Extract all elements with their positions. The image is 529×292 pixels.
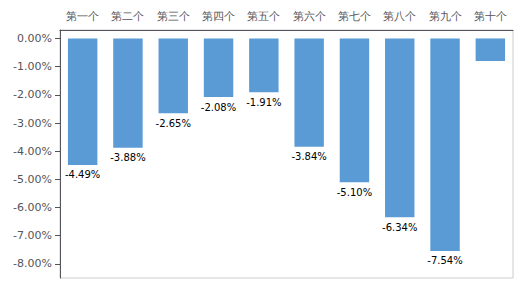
- svg-text:-3.00%: -3.00%: [13, 117, 52, 130]
- svg-text:第九个: 第九个: [429, 10, 462, 23]
- svg-text:第四个: 第四个: [202, 10, 235, 23]
- svg-text:第三个: 第三个: [157, 10, 190, 23]
- svg-text:第五个: 第五个: [247, 10, 280, 23]
- svg-text:-7.54%: -7.54%: [427, 255, 462, 266]
- svg-text:-1.91%: -1.91%: [246, 97, 281, 108]
- svg-text:-6.34%: -6.34%: [382, 222, 417, 233]
- svg-text:-6.00%: -6.00%: [13, 201, 52, 214]
- svg-text:-7.00%: -7.00%: [13, 229, 52, 242]
- svg-text:第六个: 第六个: [293, 10, 326, 23]
- svg-text:第十个: 第十个: [474, 10, 507, 23]
- svg-text:-5.10%: -5.10%: [337, 187, 372, 198]
- svg-text:-4.49%: -4.49%: [65, 169, 100, 180]
- svg-text:第八个: 第八个: [383, 10, 416, 23]
- svg-text:0.00%: 0.00%: [17, 32, 52, 45]
- svg-text:-4.00%: -4.00%: [13, 145, 52, 158]
- svg-text:第一个: 第一个: [66, 10, 99, 23]
- svg-text:-5.00%: -5.00%: [13, 173, 52, 186]
- svg-text:第七个: 第七个: [338, 10, 371, 23]
- svg-text:-2.00%: -2.00%: [13, 88, 52, 101]
- svg-text:-2.08%: -2.08%: [201, 102, 236, 113]
- svg-text:-8.00%: -8.00%: [13, 257, 52, 270]
- svg-text:第二个: 第二个: [111, 10, 144, 23]
- svg-text:-3.88%: -3.88%: [110, 152, 145, 163]
- svg-text:-2.65%: -2.65%: [156, 118, 191, 129]
- svg-text:-3.84%: -3.84%: [291, 151, 326, 162]
- svg-text:-1.00%: -1.00%: [13, 60, 52, 73]
